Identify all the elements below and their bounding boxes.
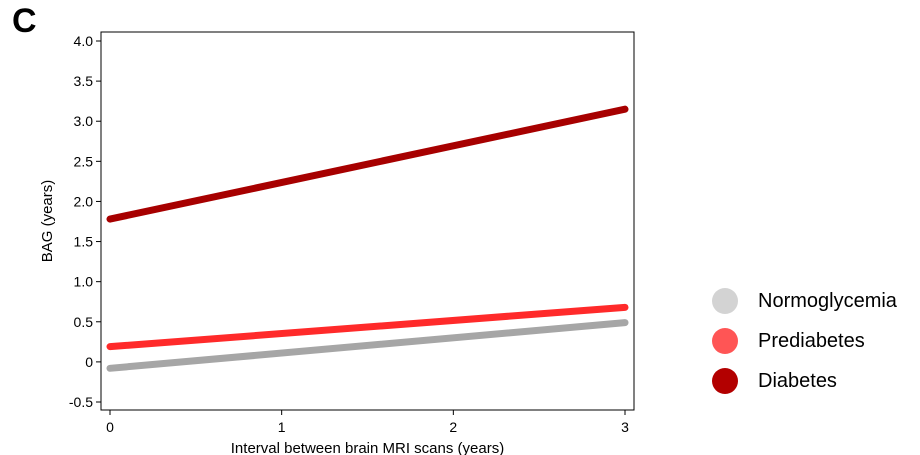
y-tick-label: 0 (85, 354, 93, 370)
x-tick-label: 3 (621, 419, 629, 435)
x-axis-ticks: 0 1 2 3 (106, 410, 629, 435)
y-tick-label: 1.5 (74, 234, 94, 250)
legend-label-prediabetes: Prediabetes (758, 329, 865, 352)
legend-label-diabetes: Diabetes (758, 369, 837, 392)
x-tick-label: 2 (449, 419, 457, 435)
y-axis-label: BAG (years) (39, 180, 56, 263)
series-line-prediabetes (106, 303, 629, 351)
legend-swatch-diabetes (712, 368, 738, 394)
y-tick-label: 4.0 (74, 33, 94, 49)
plot-frame (100, 31, 635, 411)
x-tick-label: 1 (278, 419, 286, 435)
y-tick-label: 2.0 (74, 193, 94, 209)
y-tick-label: 1.0 (74, 274, 94, 290)
y-axis-ticks: -0.5 0 0.5 1.0 1.5 2.0 2.5 3.0 3.5 4.0 (69, 33, 101, 410)
legend: Normoglycemia Prediabetes Diabetes (712, 281, 897, 401)
legend-item-diabetes: Diabetes (712, 361, 897, 401)
legend-swatch-normoglycemia (712, 288, 738, 314)
legend-label-normoglycemia: Normoglycemia (758, 289, 897, 312)
y-tick-label: 3.0 (74, 113, 94, 129)
y-tick-label: 2.5 (74, 153, 94, 169)
legend-item-prediabetes: Prediabetes (712, 321, 897, 361)
x-axis-label: Interval between brain MRI scans (years) (231, 440, 504, 455)
panel-label: C (12, 2, 37, 40)
series-line-diabetes (106, 105, 629, 223)
x-tick-label: 0 (106, 419, 114, 435)
series-lines (106, 105, 629, 372)
legend-swatch-prediabetes (712, 328, 738, 354)
y-tick-label: 3.5 (74, 73, 94, 89)
series-line-normoglycemia (106, 319, 629, 372)
y-tick-label: -0.5 (69, 394, 93, 410)
y-tick-label: 0.5 (74, 314, 94, 330)
legend-item-normoglycemia: Normoglycemia (712, 281, 897, 321)
